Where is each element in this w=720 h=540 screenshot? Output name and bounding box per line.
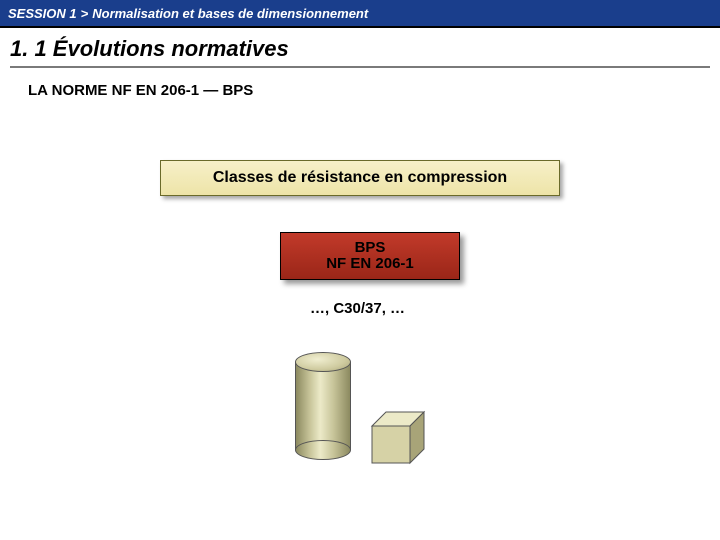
page-subtitle: LA NORME NF EN 206-1 — BPS: [28, 82, 253, 99]
page-title: 1. 1 Évolutions normatives: [10, 36, 289, 61]
cylinder-top: [295, 352, 351, 372]
cylinder-icon: [295, 352, 351, 452]
bps-box: BPS NF EN 206-1: [280, 232, 460, 280]
cylinder-body: [295, 362, 351, 450]
resistance-class-box: Classes de résistance en compression: [160, 160, 560, 196]
bps-line2: NF EN 206-1: [326, 256, 414, 273]
cube-icon: [370, 410, 430, 465]
series-label: …, C30/37, …: [310, 300, 405, 317]
title-row: 1. 1 Évolutions normatives: [0, 28, 720, 66]
header-subtitle: Normalisation et bases de dimensionnemen…: [92, 6, 368, 21]
bps-line1: BPS: [355, 240, 386, 257]
header-bar: SESSION 1 > Normalisation et bases de di…: [0, 0, 720, 28]
subtitle-row: LA NORME NF EN 206-1 — BPS: [0, 68, 720, 100]
header-arrow: >: [81, 6, 89, 21]
cylinder-bottom: [295, 440, 351, 460]
resistance-class-label: Classes de résistance en compression: [213, 169, 507, 187]
header-session-label: SESSION 1: [8, 6, 77, 21]
